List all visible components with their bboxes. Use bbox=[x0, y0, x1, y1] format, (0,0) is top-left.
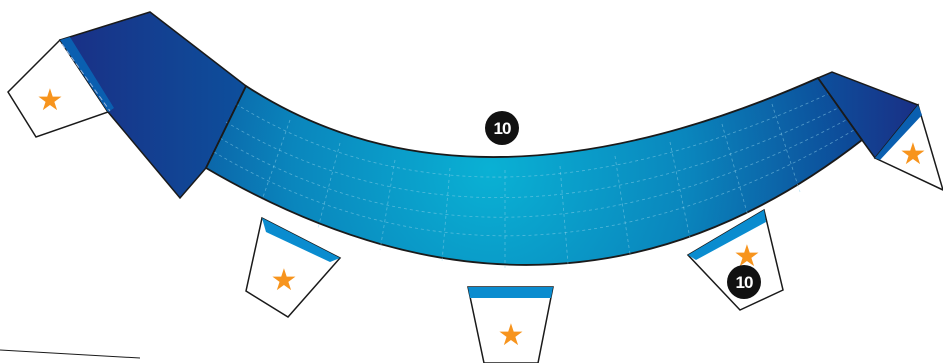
tab-bottom-right-blue bbox=[688, 210, 766, 260]
badge-top: 10 bbox=[485, 111, 519, 145]
guide-line bbox=[0, 349, 141, 359]
stars: ★ ★ ★ ★ ★ bbox=[37, 83, 927, 353]
right-end-flap bbox=[816, 71, 943, 191]
tab-bottom-left-blue bbox=[262, 218, 340, 262]
tab-bottom-center-blue bbox=[468, 287, 553, 298]
badge-bottom-right: 10 bbox=[727, 265, 761, 299]
star-icon: ★ bbox=[271, 263, 298, 298]
star-icon: ★ bbox=[900, 137, 927, 172]
left-flap-edge-strip bbox=[60, 37, 114, 112]
star-icon: ★ bbox=[498, 318, 525, 353]
badge-bottom-right-label: 10 bbox=[736, 273, 753, 292]
badge-top-label: 10 bbox=[494, 119, 511, 138]
right-flap-edge-strip bbox=[875, 105, 922, 160]
star-icon: ★ bbox=[37, 83, 64, 118]
curved-band bbox=[204, 76, 864, 268]
band-left-fold bbox=[205, 85, 247, 169]
band-grid bbox=[213, 93, 855, 268]
band-right-fold bbox=[817, 77, 863, 141]
